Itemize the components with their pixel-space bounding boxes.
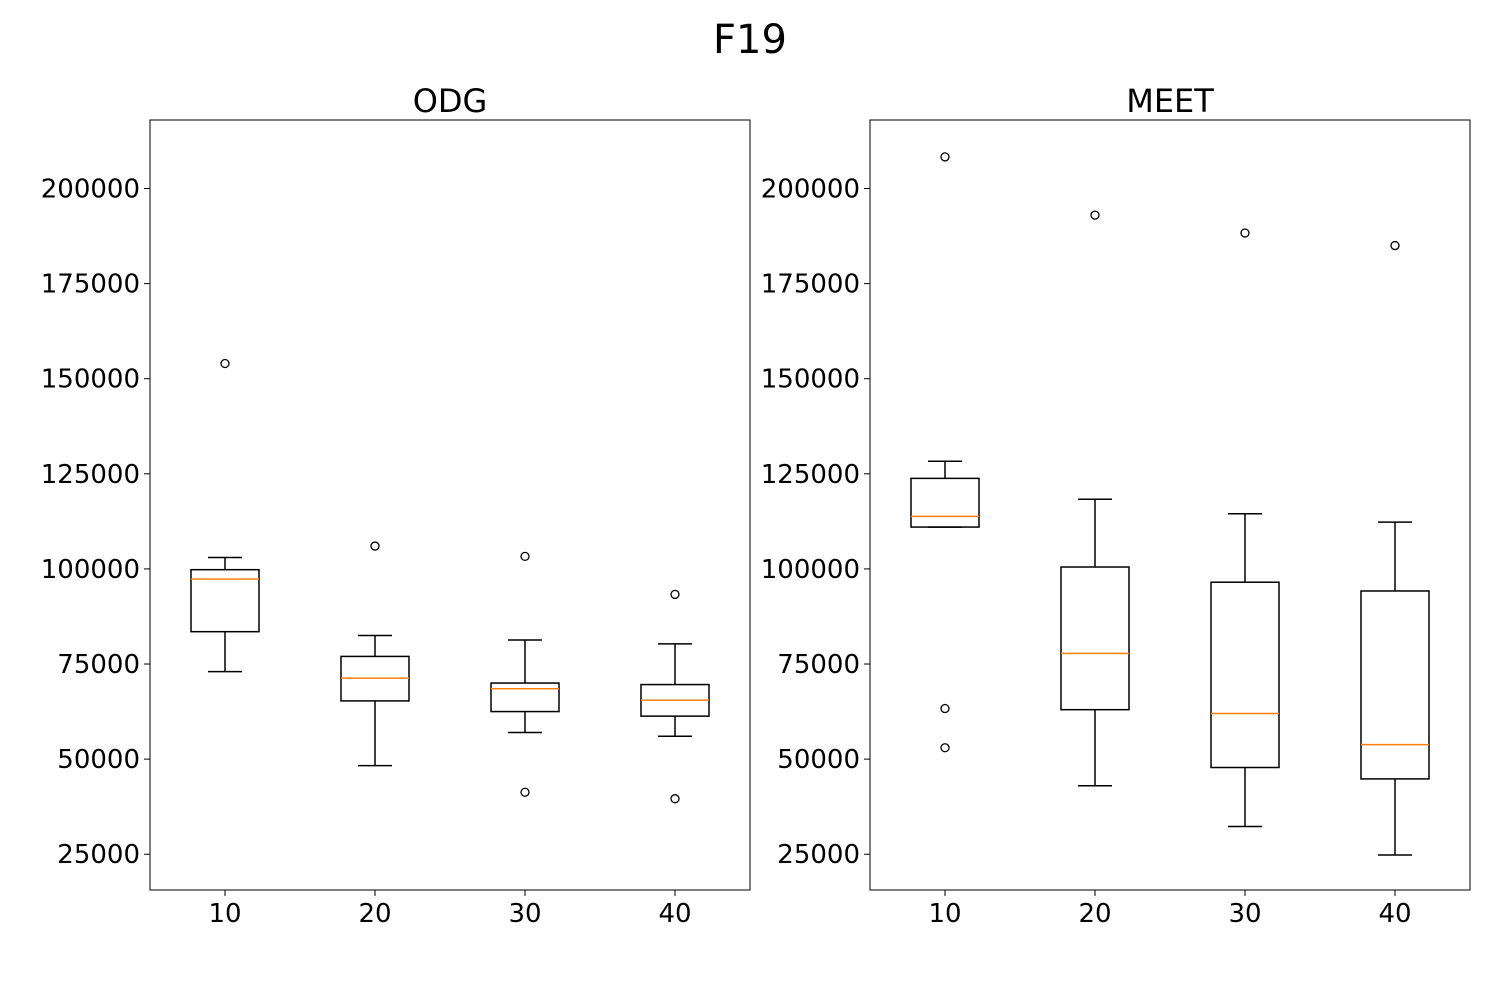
outlier-point	[1390, 240, 1400, 251]
x-tick-label: 40	[1378, 899, 1411, 929]
x-tick-label: 30	[1228, 899, 1261, 929]
panel-title-odg: ODG	[413, 82, 488, 120]
outlier-point	[520, 787, 530, 797]
y-tick-label: 150000	[41, 365, 140, 395]
box	[1060, 566, 1130, 711]
axes-frame	[149, 119, 751, 891]
outlier-point	[940, 743, 950, 753]
outlier-point	[220, 358, 230, 369]
y-tick-label: 175000	[41, 270, 140, 300]
y-tick-label: 50000	[777, 745, 860, 775]
outlier-point	[1090, 210, 1100, 220]
y-tick-label: 125000	[41, 460, 140, 490]
y-tick-label: 25000	[777, 840, 860, 870]
y-tick-label: 75000	[777, 650, 860, 680]
plot-area-meet: 25000 50000 75000 100000 125000 150000 175000 2…	[761, 119, 1471, 929]
y-tick-label: 100000	[41, 555, 140, 585]
outlier-point	[520, 551, 530, 562]
y-tick-label: 125000	[761, 460, 860, 490]
panel-meet: MEET 25000 50000 75000 100000 125000 150000 17…	[761, 82, 1471, 929]
box	[1210, 581, 1280, 769]
outlier-point	[670, 589, 680, 600]
outlier-point	[370, 541, 380, 551]
x-tick-label: 40	[658, 899, 691, 929]
box	[490, 682, 560, 713]
outlier-point	[940, 703, 950, 714]
y-tick-label: 75000	[57, 650, 140, 680]
y-tick-label: 50000	[57, 745, 140, 775]
plot-area-odg: 25000 50000 75000 100000 125000 150000 175000 2…	[41, 119, 751, 929]
y-tick-label: 175000	[761, 270, 860, 300]
y-tick-label: 150000	[761, 365, 860, 395]
x-tick-label: 10	[928, 899, 961, 929]
y-tick-label: 100000	[761, 555, 860, 585]
box	[910, 477, 980, 528]
x-tick-label: 10	[208, 899, 241, 929]
figure-title: F19	[713, 17, 787, 63]
box	[1360, 590, 1430, 780]
outlier-point	[670, 794, 680, 804]
x-tick-label: 20	[1078, 899, 1111, 929]
box	[190, 568, 260, 633]
y-tick-label: 25000	[57, 840, 140, 870]
axes-frame	[869, 119, 1471, 891]
panel-odg: ODG 25000 50000 75000 100000 125000 150000 175…	[41, 82, 751, 929]
y-tick-label: 200000	[41, 174, 140, 204]
y-tick-label: 200000	[761, 174, 860, 204]
outlier-point	[940, 152, 950, 162]
x-tick-label: 20	[358, 899, 391, 929]
x-tick-label: 30	[508, 899, 541, 929]
outlier-point	[1240, 228, 1250, 238]
panel-title-meet: MEET	[1126, 82, 1214, 120]
